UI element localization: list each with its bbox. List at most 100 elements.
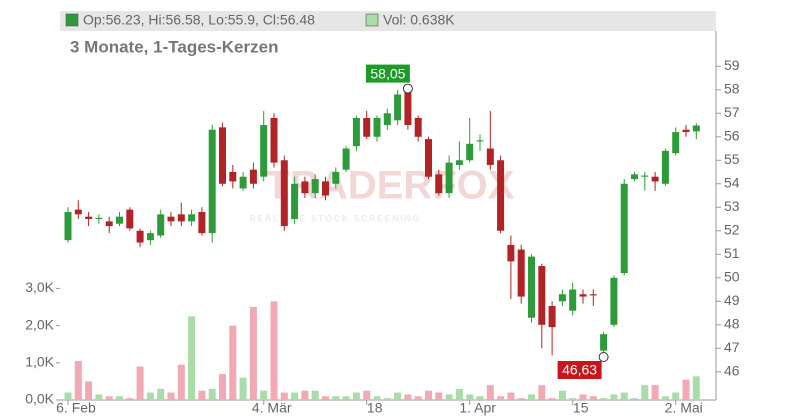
candle-body (548, 305, 556, 328)
volume-bar (394, 392, 402, 400)
candle-body (64, 211, 72, 241)
candle-body (322, 181, 329, 196)
volume-bar (332, 396, 340, 400)
y-tick-label: 56 (724, 127, 740, 143)
candle-body (528, 256, 535, 318)
candle-body (342, 148, 350, 170)
candle-body (589, 294, 597, 296)
candle-body (146, 233, 154, 241)
candle-body (682, 129, 690, 133)
candle-body (229, 172, 237, 182)
volume-bar (517, 398, 525, 400)
annotation-box (557, 360, 602, 379)
candle-body (610, 277, 618, 325)
volume-bar (280, 392, 288, 400)
volume-bar (229, 325, 237, 400)
candle-body (177, 214, 185, 222)
volume-bar (507, 392, 515, 400)
header-bar (60, 11, 716, 31)
volume-bar (188, 316, 196, 400)
ohlc-label: Op:56.23, Hi:56.58, Lo:55.9, Cl:56.48 (83, 12, 315, 28)
candle-body (641, 175, 649, 177)
candle-body (631, 174, 638, 180)
candle-body (692, 125, 700, 132)
volume-bar (641, 385, 649, 400)
volume-bar (528, 394, 535, 400)
candle-body (383, 113, 391, 126)
volume-bar (64, 392, 72, 400)
candle-body (476, 140, 484, 142)
volume-bar (466, 394, 474, 400)
candle-body (116, 216, 123, 224)
volume-bar (651, 385, 659, 400)
candle-body (651, 176, 659, 182)
candle-body (105, 221, 113, 227)
volume-bar (239, 377, 247, 400)
y-tick-label: 50 (724, 268, 740, 284)
volume-bar (610, 394, 618, 400)
y-tick-label: 55 (724, 151, 740, 167)
candle-body (352, 117, 360, 147)
candle-body (373, 117, 381, 137)
candle-body (311, 179, 319, 194)
volume-bar (322, 396, 329, 400)
annotation-label: 46,63 (562, 362, 597, 378)
x-tick-label: 15 (573, 400, 589, 416)
candle-body (558, 294, 566, 302)
candle-body (198, 211, 206, 234)
volume-bar (136, 366, 144, 400)
volume-bar (538, 385, 546, 400)
volume-bar (95, 394, 103, 400)
volume-bar (363, 390, 371, 400)
volume-bar (126, 398, 134, 400)
y-tick-label: 48 (724, 315, 740, 331)
candle-body (249, 169, 257, 184)
volume-bar (208, 388, 216, 400)
volume-bar (435, 392, 443, 400)
y-tick-label: 52 (724, 221, 740, 237)
ohlc-swatch (65, 13, 79, 27)
volume-bar (352, 392, 360, 400)
y2-tick-label: 3,0K (25, 279, 54, 295)
candle-body (332, 172, 340, 184)
volume-bar (167, 392, 175, 400)
candle-body (435, 174, 443, 194)
candle-body (363, 117, 371, 137)
y2-tick-label: 2,0K (25, 316, 54, 332)
volume-bar (373, 396, 381, 400)
volume-bar (600, 398, 608, 400)
candle-body (455, 160, 463, 165)
candle-body (445, 162, 453, 194)
candle-body (538, 266, 546, 325)
volume-bar (486, 385, 494, 400)
volume-bar (497, 396, 505, 400)
volume-swatch (365, 13, 379, 27)
volume-bar (116, 396, 123, 400)
volume-bar (249, 307, 257, 400)
candle-body (85, 216, 93, 220)
volume-bar (301, 390, 309, 400)
candle-body (507, 244, 515, 262)
volume-bar (620, 392, 628, 400)
volume-bar (672, 392, 680, 400)
volume-bar (558, 390, 566, 400)
candle-body (404, 89, 412, 126)
candle-body (270, 117, 278, 163)
candle-body (414, 117, 422, 137)
annotation-marker (598, 351, 609, 362)
x-tick-label: 6. Feb (56, 400, 96, 416)
volume-bar (548, 398, 556, 400)
x-tick-label: 1. Apr (459, 400, 496, 416)
volume-bar (219, 373, 226, 400)
volume-bar (414, 396, 422, 400)
volume-bar (177, 364, 185, 400)
candle-body (239, 176, 247, 189)
candle-body (569, 289, 577, 311)
candle-body (126, 209, 134, 229)
y-tick-label: 59 (724, 57, 740, 73)
volume-bar (631, 398, 638, 400)
y-tick-label: 47 (724, 339, 740, 355)
candle-body (517, 249, 525, 297)
volume-bar (260, 390, 268, 400)
